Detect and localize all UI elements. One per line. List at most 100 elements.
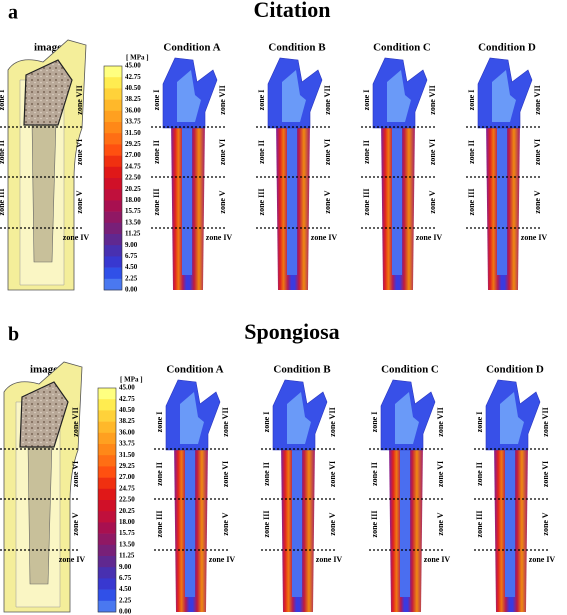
colorbar-segment <box>104 178 122 190</box>
colorbar-frame <box>97 387 117 613</box>
colorbar-segment <box>104 200 122 212</box>
colorbar-label: 27.00 <box>119 473 135 481</box>
zone-label: zone VII <box>436 407 445 436</box>
colorbar-label: 0.00 <box>119 608 132 615</box>
colorbar-label: 33.75 <box>125 118 141 126</box>
head-inner <box>282 70 306 122</box>
colorbar-segment <box>98 500 116 512</box>
colorbar-label: 29.25 <box>119 462 135 470</box>
panel-letter: b <box>8 324 19 346</box>
zone-label: zone VII <box>328 407 337 436</box>
stem-core <box>392 120 402 275</box>
colorbar-frame <box>103 65 123 291</box>
colorbar-label: 27.00 <box>125 151 141 159</box>
zone-label: zone IV <box>209 555 236 564</box>
zone-label: zone VI <box>428 139 437 165</box>
zone-label: zone V <box>323 190 332 213</box>
zone-label: zone II <box>362 140 371 164</box>
colorbar-segment <box>104 211 122 224</box>
colorbar-segment <box>104 66 122 78</box>
colorbar-segment <box>98 410 116 422</box>
colorbar-label: 45.00 <box>125 62 141 70</box>
colorbar-segment <box>98 388 116 400</box>
zone-label: zone II <box>0 462 2 486</box>
zone-label: zone II <box>467 140 476 164</box>
zone-label: zone I <box>475 412 484 433</box>
zone-label: zone III <box>155 511 164 538</box>
zone-label: zone III <box>467 189 476 216</box>
zone-label: zone VI <box>323 139 332 165</box>
colorbar-label: 22.50 <box>125 174 141 182</box>
colorbar-segment <box>98 488 116 501</box>
colorbar-unit: [ MPa ] <box>126 54 149 62</box>
spongiosa <box>23 59 73 126</box>
zone-label: zone I <box>262 412 271 433</box>
zone-label: zone II <box>0 140 6 164</box>
stem-core <box>497 120 507 275</box>
colorbar-segment <box>104 144 122 156</box>
stem-core <box>292 442 302 597</box>
zone-label: zone V <box>436 512 445 535</box>
implant-stem <box>27 441 53 585</box>
colorbar-segment <box>104 110 122 123</box>
head-inner <box>387 70 411 122</box>
zone-label: zone V <box>71 512 80 535</box>
zone-label: zone V <box>533 190 542 213</box>
colorbar-segment <box>98 589 116 602</box>
colorbar-segment <box>98 455 116 467</box>
colorbar-label: 15.75 <box>119 529 135 537</box>
zone-label: zone VI <box>218 139 227 165</box>
colorbar-label: 38.25 <box>125 95 141 103</box>
colorbar-label: 40.50 <box>125 84 141 92</box>
colorbar-segment <box>104 122 122 134</box>
implant-stem <box>31 119 57 263</box>
colorbar-label: 15.75 <box>125 207 141 215</box>
colorbar-label: 45.00 <box>119 384 135 392</box>
colorbar-label: 0.00 <box>125 286 138 294</box>
condition-label: Condition C <box>381 364 439 376</box>
zone-label: zone I <box>467 90 476 111</box>
zone-label: zone VII <box>428 85 437 114</box>
zone-label: zone III <box>262 511 271 538</box>
colorbar-label: 9.00 <box>119 563 132 571</box>
colorbar-label: 2.25 <box>125 274 138 282</box>
zone-label: zone II <box>155 462 164 486</box>
head-inner <box>177 70 201 122</box>
zone-label: zone I <box>257 90 266 111</box>
zone-label: zone V <box>75 190 84 213</box>
colorbar-segment <box>98 511 116 523</box>
condition-label: Condition A <box>163 42 220 54</box>
colorbar-label: 36.00 <box>125 106 141 114</box>
head-inner <box>287 392 311 444</box>
zone-label: zone IV <box>63 233 90 242</box>
zone-label: zone VI <box>541 461 550 487</box>
condition-label: Condition B <box>268 42 326 54</box>
colorbar-segment <box>98 556 116 568</box>
zone-label: zone VII <box>75 85 84 114</box>
colorbar-segment <box>104 278 122 291</box>
colorbar-segment <box>98 567 116 579</box>
zone-label: zone V <box>218 190 227 213</box>
colorbar-segment <box>104 88 122 100</box>
colorbar-unit: [ MPa ] <box>120 376 143 384</box>
colorbar-label: 11.25 <box>125 230 141 238</box>
zone-label: zone VII <box>533 85 542 114</box>
colorbar-segment <box>104 245 122 257</box>
colorbar-segment <box>104 99 122 112</box>
zone-label: zone III <box>362 189 371 216</box>
zone-label: zone VI <box>221 461 230 487</box>
zone-label: zone VI <box>328 461 337 487</box>
zone-label: zone III <box>257 189 266 216</box>
zone-label: zone VII <box>71 407 80 436</box>
zone-label: zone II <box>152 140 161 164</box>
colorbar-segment <box>104 166 122 179</box>
colorbar-segment <box>98 444 116 456</box>
colorbar-label: 40.50 <box>119 406 135 414</box>
stem-core <box>505 442 515 597</box>
stem-core <box>287 120 297 275</box>
colorbar-segment <box>104 77 122 89</box>
colorbar-segment <box>104 155 122 168</box>
zone-label: zone III <box>370 511 379 538</box>
condition-label: Condition B <box>273 364 331 376</box>
zone-label: zone III <box>0 511 2 538</box>
